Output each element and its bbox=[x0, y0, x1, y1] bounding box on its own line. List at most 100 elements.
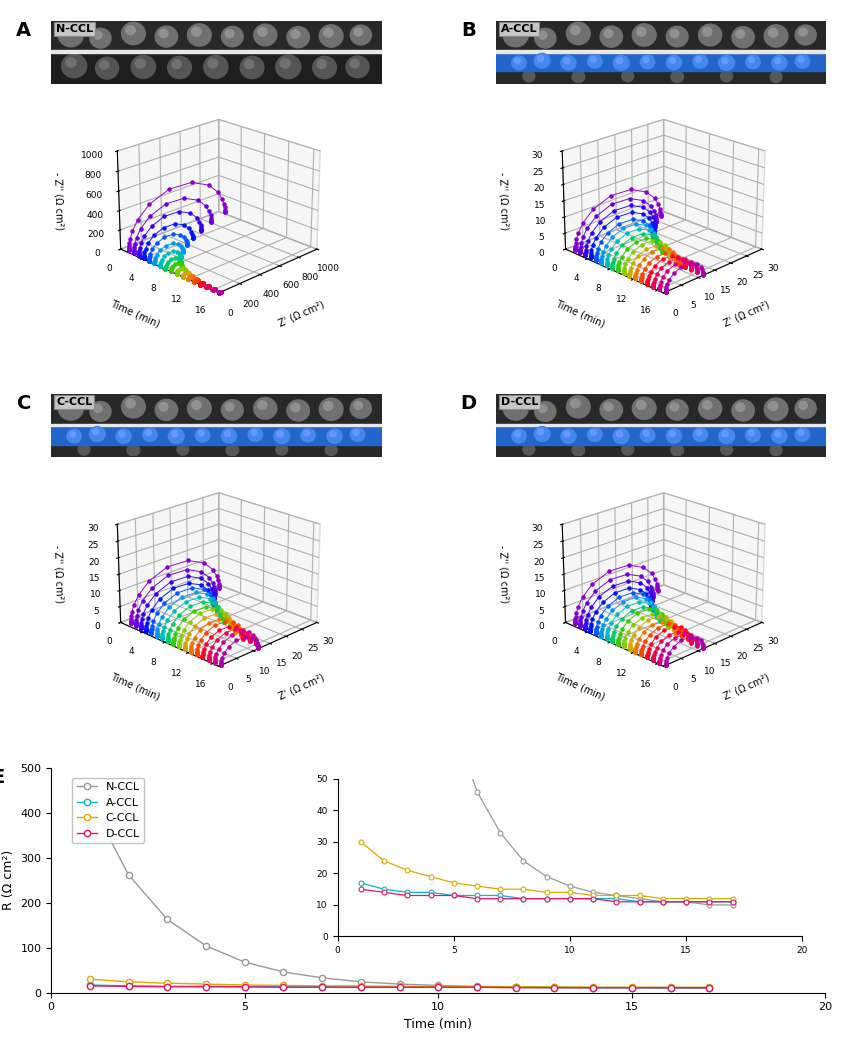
Circle shape bbox=[666, 399, 688, 420]
A-CCL bbox=[665, 981, 676, 994]
Circle shape bbox=[511, 430, 526, 442]
Circle shape bbox=[567, 396, 591, 418]
Y-axis label: Time (min): Time (min) bbox=[554, 672, 607, 702]
A-CCL bbox=[240, 980, 250, 993]
Circle shape bbox=[131, 56, 156, 78]
Circle shape bbox=[78, 444, 90, 455]
Circle shape bbox=[503, 397, 528, 420]
Circle shape bbox=[66, 58, 76, 68]
Circle shape bbox=[319, 25, 343, 48]
N-CCL bbox=[550, 981, 560, 994]
Circle shape bbox=[196, 429, 210, 442]
Circle shape bbox=[248, 428, 263, 441]
Circle shape bbox=[696, 430, 702, 435]
N-CCL bbox=[626, 981, 637, 994]
Circle shape bbox=[616, 431, 623, 437]
Circle shape bbox=[168, 56, 191, 78]
Circle shape bbox=[353, 430, 359, 435]
Circle shape bbox=[240, 56, 264, 78]
Circle shape bbox=[254, 397, 277, 419]
Circle shape bbox=[534, 53, 550, 69]
N-CCL bbox=[395, 978, 405, 991]
Circle shape bbox=[632, 397, 656, 419]
Circle shape bbox=[670, 58, 676, 63]
Circle shape bbox=[591, 430, 597, 435]
Circle shape bbox=[122, 396, 146, 418]
Circle shape bbox=[670, 431, 676, 436]
Circle shape bbox=[600, 399, 622, 420]
Circle shape bbox=[795, 428, 809, 441]
Y-axis label: Time (min): Time (min) bbox=[554, 299, 607, 329]
X-axis label: Z' (Ω cm²): Z' (Ω cm²) bbox=[277, 299, 327, 328]
Text: A-CCL: A-CCL bbox=[501, 24, 537, 34]
Circle shape bbox=[291, 403, 300, 412]
Circle shape bbox=[564, 431, 570, 437]
Circle shape bbox=[319, 398, 343, 420]
Circle shape bbox=[503, 23, 528, 46]
Circle shape bbox=[722, 431, 728, 437]
Circle shape bbox=[59, 23, 83, 46]
A-CCL bbox=[550, 981, 560, 994]
Circle shape bbox=[798, 430, 804, 435]
Circle shape bbox=[126, 399, 135, 408]
C-CCL bbox=[356, 980, 366, 993]
Circle shape bbox=[323, 401, 333, 411]
Circle shape bbox=[155, 399, 178, 420]
Circle shape bbox=[277, 431, 283, 437]
Circle shape bbox=[534, 401, 556, 421]
Circle shape bbox=[225, 431, 231, 436]
N-CCL bbox=[511, 980, 521, 993]
X-axis label: Z' (Ω cm²): Z' (Ω cm²) bbox=[722, 299, 771, 328]
Circle shape bbox=[768, 29, 778, 37]
Line: C-CCL: C-CCL bbox=[87, 976, 712, 991]
Circle shape bbox=[511, 56, 526, 70]
N-CCL bbox=[240, 956, 250, 968]
D-CCL bbox=[278, 981, 288, 994]
D-CCL bbox=[665, 981, 676, 994]
A-CCL bbox=[588, 981, 598, 994]
Line: N-CCL: N-CCL bbox=[87, 797, 712, 992]
Circle shape bbox=[325, 445, 337, 455]
Line: A-CCL: A-CCL bbox=[87, 982, 712, 991]
Circle shape bbox=[774, 58, 781, 63]
A-CCL bbox=[84, 979, 95, 992]
Circle shape bbox=[127, 445, 140, 456]
Circle shape bbox=[616, 58, 623, 63]
Circle shape bbox=[312, 56, 336, 78]
D-CCL bbox=[317, 981, 328, 994]
Circle shape bbox=[354, 29, 363, 36]
Circle shape bbox=[534, 427, 550, 441]
D-CCL bbox=[395, 981, 405, 994]
Circle shape bbox=[637, 400, 646, 410]
X-axis label: Z' (Ω cm²): Z' (Ω cm²) bbox=[722, 673, 771, 702]
X-axis label: Z' (Ω cm²): Z' (Ω cm²) bbox=[277, 673, 327, 702]
Circle shape bbox=[671, 71, 683, 82]
Circle shape bbox=[523, 444, 534, 455]
Circle shape bbox=[774, 431, 781, 437]
Circle shape bbox=[90, 401, 111, 421]
C-CCL bbox=[511, 980, 521, 993]
A-CCL bbox=[433, 981, 443, 994]
Circle shape bbox=[155, 26, 178, 48]
Circle shape bbox=[172, 60, 181, 69]
Circle shape bbox=[571, 25, 580, 35]
N-CCL bbox=[123, 868, 134, 881]
Circle shape bbox=[93, 429, 99, 435]
D-CCL bbox=[472, 981, 483, 994]
Circle shape bbox=[749, 57, 755, 62]
Circle shape bbox=[254, 24, 277, 45]
Circle shape bbox=[699, 24, 722, 45]
Circle shape bbox=[693, 428, 707, 441]
Circle shape bbox=[146, 430, 151, 435]
Circle shape bbox=[736, 30, 745, 38]
Circle shape bbox=[507, 400, 517, 410]
C-CCL bbox=[278, 979, 288, 992]
Circle shape bbox=[666, 26, 688, 46]
Circle shape bbox=[143, 428, 157, 441]
Circle shape bbox=[354, 401, 363, 410]
Circle shape bbox=[749, 431, 755, 436]
N-CCL bbox=[705, 982, 715, 995]
Legend: N-CCL, A-CCL, C-CCL, D-CCL: N-CCL, A-CCL, C-CCL, D-CCL bbox=[72, 778, 144, 844]
Circle shape bbox=[640, 429, 654, 442]
Y-axis label: R (Ω cm²): R (Ω cm²) bbox=[2, 850, 14, 910]
